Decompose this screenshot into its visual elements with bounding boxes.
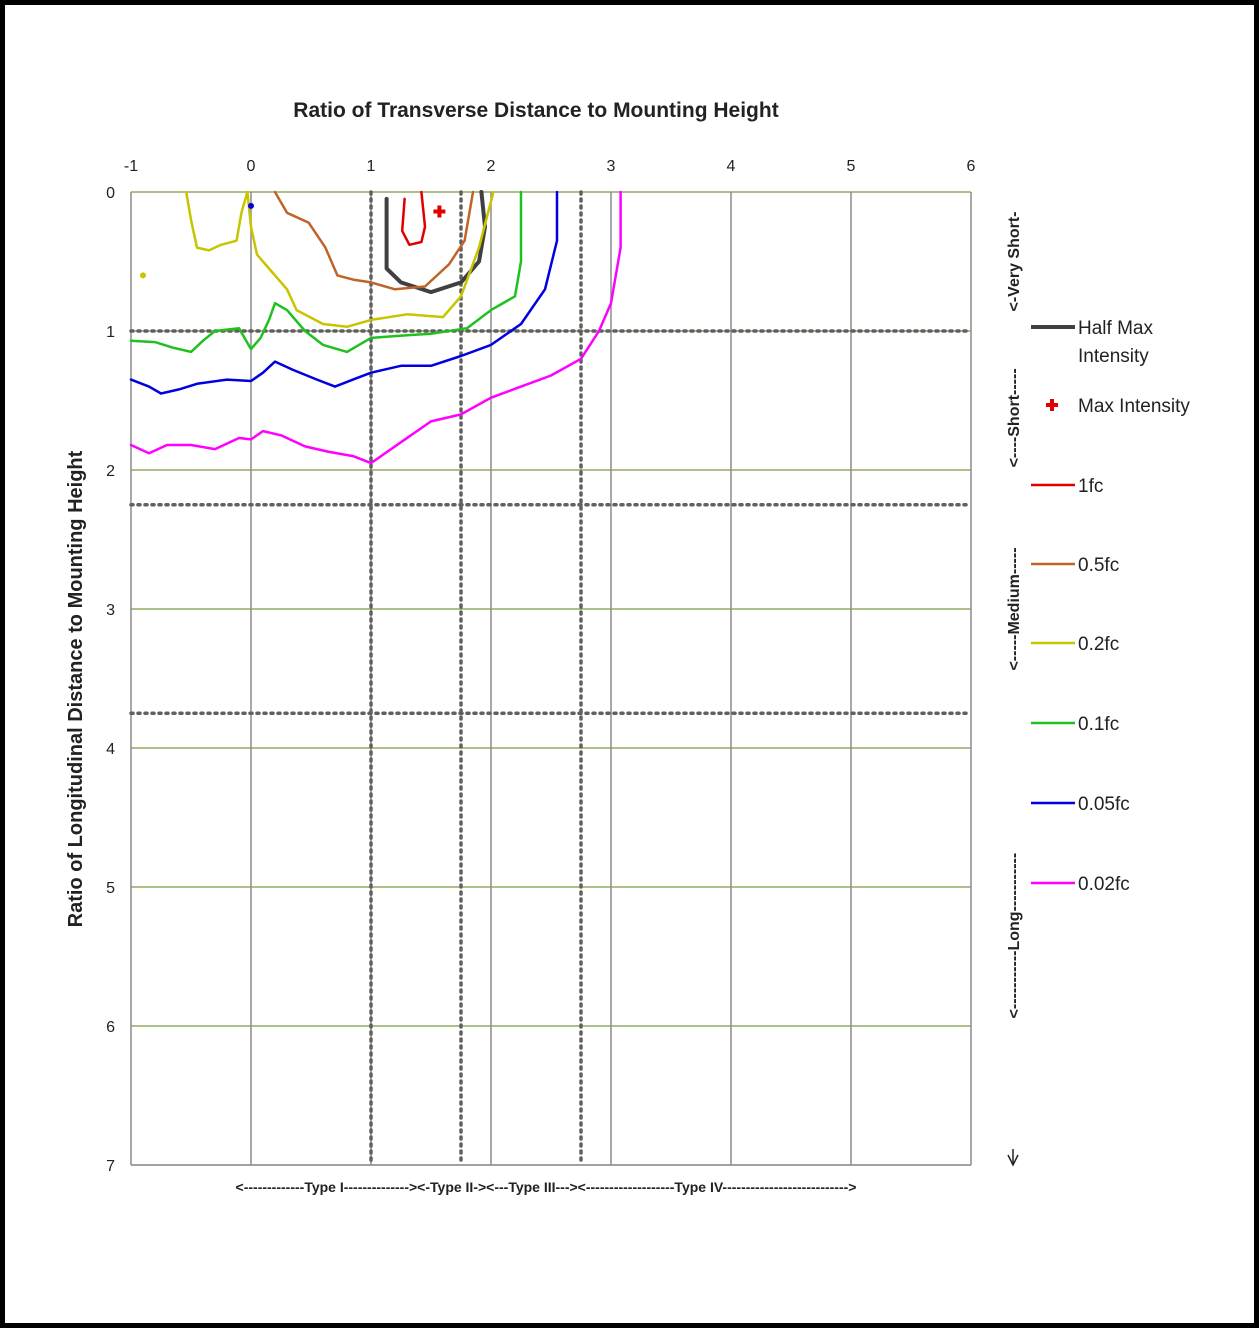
contour-series (129, 190, 622, 465)
legend-label: 0.05fc (1078, 794, 1130, 815)
legend-label: 0.02fc (1078, 874, 1130, 895)
legend-swatch-plus (1046, 399, 1058, 411)
small-marker (248, 202, 254, 209)
series-line-0-05fc (129, 190, 559, 395)
x-tick-label: 2 (487, 158, 496, 175)
length-axis-arrowhead (1007, 1154, 1019, 1167)
y-tick-label: 7 (106, 1158, 115, 1175)
legend: Half Max Intensity Max Intensity 1fc 0.5fc 0.… (1031, 318, 1190, 895)
y-tick-label: 6 (106, 1019, 115, 1036)
y-tick-label: 2 (106, 463, 115, 480)
y-axis-label: Ratio of Longitudinal Distance to Mounti… (65, 450, 87, 927)
series-line-0-5fc (273, 190, 475, 291)
y-tick-label: 1 (106, 324, 115, 341)
legend-label: 0.5fc (1078, 555, 1119, 576)
x-tick-label: 4 (727, 158, 736, 175)
series-line-0-2fc (184, 190, 495, 329)
legend-label: 1fc (1078, 476, 1103, 497)
length-band-label: <-----Medium----- (1006, 547, 1023, 670)
contour-chart: Ratio of Transverse Distance to Mounting… (65, 99, 1190, 1195)
x-tick-label: 0 (247, 158, 256, 175)
grid (130, 191, 972, 1166)
x-tick-label: 5 (847, 158, 856, 175)
length-band-labels: <-Very Short- <----Short----- <-----Medium… (1006, 211, 1023, 1167)
length-band-label: <-Very Short- (1006, 211, 1023, 311)
series-line-1fc (400, 190, 427, 247)
x-tick-label: 6 (967, 158, 976, 175)
type-bands-label: <-------------Type I--------------><-Typ… (236, 1179, 857, 1195)
chart-title: Ratio of Transverse Distance to Mounting… (293, 99, 778, 122)
legend-label: Max Intensity (1078, 396, 1190, 417)
small-marker (140, 272, 146, 279)
y-tick-label: 0 (106, 185, 115, 202)
legend-label: 0.1fc (1078, 714, 1119, 735)
series-line-0-1fc (129, 190, 523, 354)
x-tick-label: 1 (367, 158, 376, 175)
x-tick-label: 3 (607, 158, 616, 175)
max-intensity-marker (433, 205, 446, 218)
type-length-boundaries (129, 190, 973, 1167)
y-tick-label: 5 (106, 880, 115, 897)
legend-label: 0.2fc (1078, 634, 1119, 655)
legend-label: Intensity (1078, 346, 1149, 367)
legend-label: Half Max (1078, 318, 1153, 339)
axis-ticks: 0 1 2 3 4 5 6 7 -1 0 1 2 3 4 5 6 (106, 158, 975, 1175)
x-tick-label: -1 (124, 158, 138, 175)
y-tick-label: 4 (106, 741, 115, 758)
y-tick-label: 3 (106, 602, 115, 619)
length-band-label: <-----------Long----------- (1006, 853, 1023, 1019)
series-line-0-02fc (129, 190, 622, 465)
length-band-label: <----Short----- (1006, 368, 1023, 467)
